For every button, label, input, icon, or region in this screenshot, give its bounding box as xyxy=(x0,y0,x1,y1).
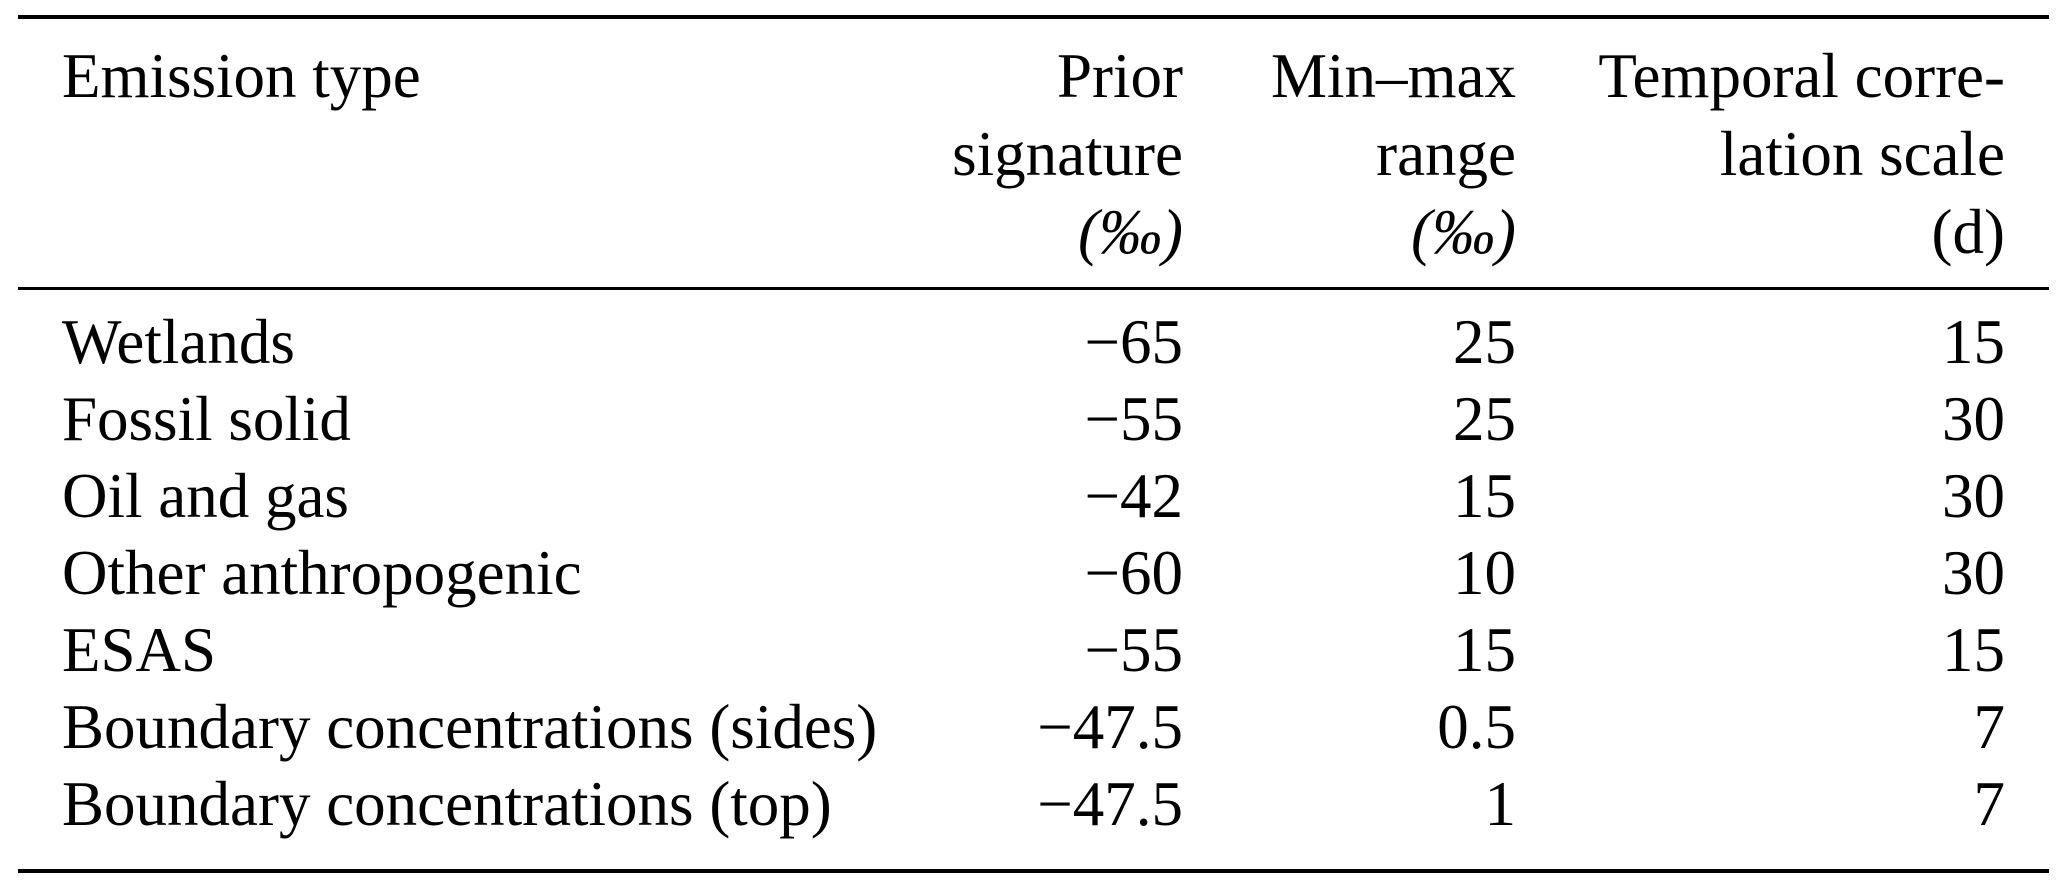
header-prior-unit: (‰) xyxy=(1078,197,1183,267)
cell-prior-signature: −42 xyxy=(1084,461,1183,531)
header-tcorr-line2: lation scale xyxy=(1719,119,2005,189)
cell-temporal-correlation: 7 xyxy=(1973,692,2006,762)
header-tcorr-line1: Temporal corre- xyxy=(1598,41,2005,111)
header-range-unit: (‰) xyxy=(1411,197,1516,267)
header-range-line2: range xyxy=(1376,119,1516,189)
table-row: Boundary concentrations (top) −47.5 1 7 xyxy=(18,766,2049,871)
header-emission-type: Emission type xyxy=(18,17,898,290)
table-body: Wetlands −65 25 15 Fossil solid −55 25 3… xyxy=(18,289,2049,872)
header-minmax-range: Min–max range (‰) xyxy=(1183,17,1516,290)
cell-emission-type: Boundary concentrations (sides) xyxy=(62,692,878,762)
cell-minmax-range: 10 xyxy=(1453,538,1516,608)
table-row: Fossil solid −55 25 30 xyxy=(18,381,2049,458)
cell-prior-signature: −55 xyxy=(1084,384,1183,454)
cell-temporal-correlation: 7 xyxy=(1973,769,2006,839)
cell-temporal-correlation: 30 xyxy=(1942,384,2005,454)
cell-prior-signature: −47.5 xyxy=(1037,692,1183,762)
cell-minmax-range: 1 xyxy=(1484,769,1517,839)
cell-minmax-range: 25 xyxy=(1453,384,1516,454)
cell-prior-signature: −55 xyxy=(1084,615,1183,685)
cell-emission-type: Boundary concentrations (top) xyxy=(62,769,832,839)
cell-emission-type: Oil and gas xyxy=(62,461,349,531)
header-prior-line1: Prior xyxy=(1057,41,1183,111)
cell-temporal-correlation: 30 xyxy=(1942,538,2005,608)
cell-temporal-correlation: 15 xyxy=(1942,307,2005,377)
header-range-line1: Min–max xyxy=(1271,41,1516,111)
table-row: Other anthropogenic −60 10 30 xyxy=(18,535,2049,612)
table-row: Oil and gas −42 15 30 xyxy=(18,458,2049,535)
header-temporal-correlation: Temporal corre- lation scale (d) xyxy=(1516,17,2049,290)
table-row: ESAS −55 15 15 xyxy=(18,612,2049,689)
cell-temporal-correlation: 30 xyxy=(1942,461,2005,531)
prior-emission-parameters-table: Emission type Prior signature (‰) Min–ma… xyxy=(18,15,2049,873)
cell-emission-type: ESAS xyxy=(62,615,217,685)
table-header: Emission type Prior signature (‰) Min–ma… xyxy=(18,17,2049,290)
header-emission-type-label: Emission type xyxy=(62,41,421,111)
header-tcorr-unit: (d) xyxy=(1931,197,2005,267)
header-prior-signature: Prior signature (‰) xyxy=(898,17,1183,290)
cell-temporal-correlation: 15 xyxy=(1942,615,2005,685)
cell-emission-type: Fossil solid xyxy=(62,384,351,454)
table-row: Boundary concentrations (sides) −47.5 0.… xyxy=(18,689,2049,766)
cell-prior-signature: −47.5 xyxy=(1037,769,1183,839)
cell-minmax-range: 0.5 xyxy=(1437,692,1516,762)
table-row: Wetlands −65 25 15 xyxy=(18,289,2049,382)
header-prior-line2: signature xyxy=(952,119,1183,189)
cell-emission-type: Wetlands xyxy=(62,307,295,377)
cell-minmax-range: 15 xyxy=(1453,615,1516,685)
cell-emission-type: Other anthropogenic xyxy=(62,538,582,608)
cell-prior-signature: −65 xyxy=(1084,307,1183,377)
cell-minmax-range: 25 xyxy=(1453,307,1516,377)
cell-prior-signature: −60 xyxy=(1084,538,1183,608)
cell-minmax-range: 15 xyxy=(1453,461,1516,531)
header-row: Emission type Prior signature (‰) Min–ma… xyxy=(18,17,2049,290)
